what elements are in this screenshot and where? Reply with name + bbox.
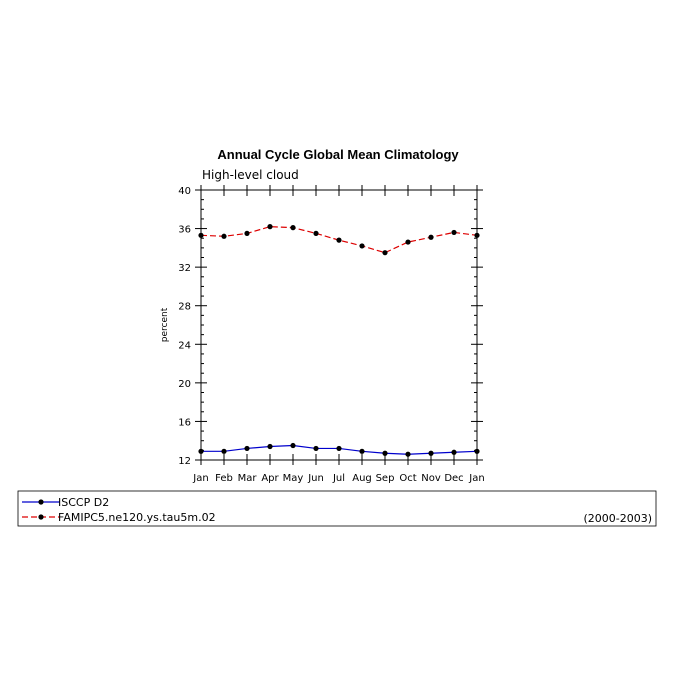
data-point: [451, 449, 457, 455]
x-tick-label: Aug: [352, 473, 372, 484]
y-axis-label: percent: [160, 307, 170, 342]
data-point: [451, 229, 457, 236]
data-point: [336, 445, 342, 452]
x-tick-label: Dec: [444, 473, 463, 484]
data-point: [405, 239, 411, 245]
x-tick-label: Sep: [376, 473, 395, 484]
data-point: [221, 233, 227, 239]
x-tick-label: Jul: [332, 473, 345, 484]
data-point: [313, 445, 319, 452]
data-point: [313, 230, 319, 236]
data-point: [336, 237, 342, 243]
x-tick-label: Nov: [421, 473, 441, 484]
data-point: [428, 234, 434, 240]
x-tick-label: Mar: [238, 473, 258, 484]
data-point: [428, 450, 434, 456]
data-point: [405, 451, 411, 457]
data-point: [221, 448, 227, 454]
x-tick-label: Jun: [307, 473, 324, 484]
y-tick-label: 20: [178, 379, 191, 390]
data-point: [244, 230, 250, 236]
data-point: [382, 450, 388, 456]
y-tick-label: 12: [178, 456, 191, 467]
y-tick-label: 40: [178, 186, 191, 197]
x-tick-label: Feb: [215, 473, 233, 484]
legend: ISCCP D2 FAMIPC5.ne120.ys.tau5m.02 (2000-…: [17, 490, 657, 527]
x-tick-label: May: [283, 473, 304, 484]
y-tick-label: 24: [178, 340, 191, 351]
legend-box: [17, 490, 657, 527]
data-point: [244, 445, 250, 452]
data-point: [267, 443, 273, 450]
legend-label-1: FAMIPC5.ne120.ys.tau5m.02: [58, 511, 216, 524]
plot-frame: [200, 189, 478, 461]
y-axis-ticks: 12 16 20 24 28 32 36 40: [178, 186, 483, 467]
data-point: [359, 448, 365, 454]
data-point: [290, 225, 296, 231]
legend-marker: [38, 514, 44, 520]
legend-marker: [38, 499, 44, 505]
chart-subtitle: High-level cloud: [202, 168, 299, 182]
y-tick-label: 28: [178, 302, 191, 313]
series-layer: [198, 224, 480, 457]
x-tick-label: Oct: [399, 473, 416, 484]
y-tick-label: 16: [178, 417, 191, 428]
legend-label-0: ISCCP D2: [58, 496, 109, 509]
x-axis-ticks: Jan Feb Mar Apr May Jun Jul Aug Sep Oct Nov Dec Jan: [192, 185, 485, 484]
data-point: [382, 250, 388, 256]
data-point: [290, 442, 296, 449]
x-tick-label: Jan: [192, 473, 208, 484]
x-tick-label: Jan: [468, 473, 484, 484]
y-tick-label: 36: [178, 225, 191, 236]
data-point: [267, 224, 273, 230]
legend-date-range: (2000-2003): [583, 512, 652, 525]
data-point: [359, 243, 365, 249]
chart-title: Annual Cycle Global Mean Climatology: [217, 147, 459, 162]
x-tick-label: Apr: [261, 473, 279, 484]
y-tick-label: 32: [178, 263, 191, 274]
